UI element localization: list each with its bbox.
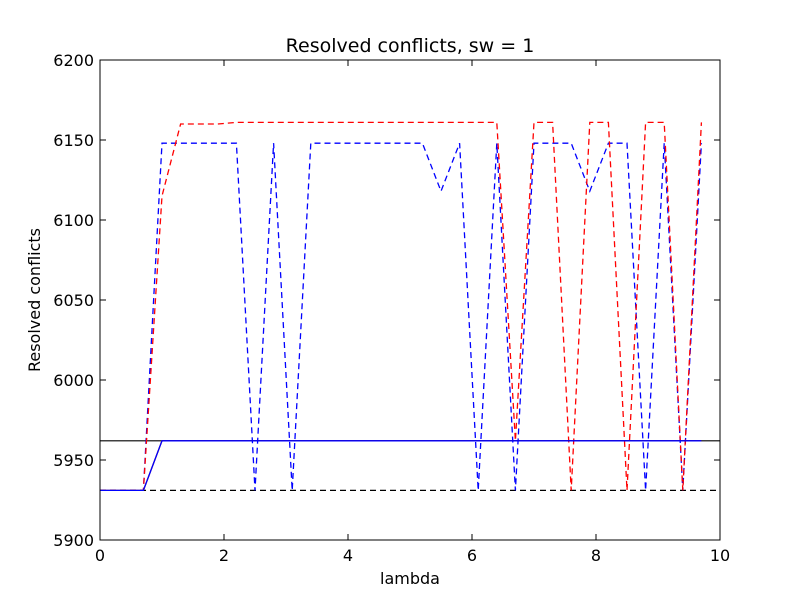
series-line-2: [100, 121, 703, 492]
series-group: [100, 121, 720, 492]
y-tick-label: 6150: [53, 131, 94, 150]
x-tick-label: 4: [343, 546, 353, 565]
y-tick-label: 6000: [53, 371, 94, 390]
x-axis-label: lambda: [380, 569, 440, 588]
series-line-4: [100, 440, 702, 492]
chart-title: Resolved conflicts, sw = 1: [286, 35, 535, 57]
series-line-1: [100, 142, 703, 492]
x-tick-label: 8: [591, 546, 601, 565]
y-axis-label: Resolved conflicts: [25, 228, 44, 372]
series-line-3: [100, 440, 702, 492]
y-tick-label: 5950: [53, 451, 94, 470]
y-tick-label: 6100: [53, 211, 94, 230]
x-axis-ticks: 0 2 4 6 8 10: [95, 60, 730, 565]
plot-frame: [99, 59, 721, 541]
y-axis-ticks: 5900 5950 6000 6050 6100 6150 6200: [53, 51, 720, 550]
y-tick-label: 5900: [53, 531, 94, 550]
x-tick-label: 2: [219, 546, 229, 565]
x-tick-label: 6: [467, 546, 477, 565]
y-tick-label: 6050: [53, 291, 94, 310]
x-tick-label: 0: [95, 546, 105, 565]
plot-area: [99, 59, 721, 541]
y-tick-label: 6200: [53, 51, 94, 70]
x-tick-label: 10: [710, 546, 730, 565]
